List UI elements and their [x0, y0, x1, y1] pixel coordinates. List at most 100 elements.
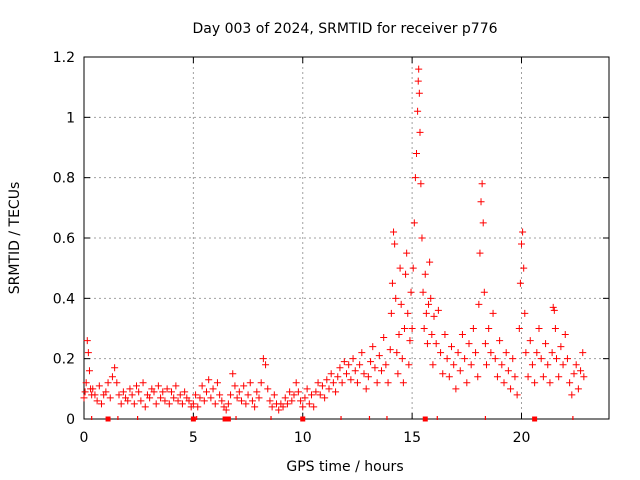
data-point: [551, 325, 559, 332]
data-point: [549, 303, 557, 311]
data-point: [238, 397, 245, 405]
data-point: [108, 373, 116, 381]
data-point: [418, 234, 426, 242]
data-point: [176, 391, 184, 399]
data-point: [491, 355, 499, 363]
data-point: [380, 334, 388, 342]
data-point: [526, 337, 534, 345]
data-point: [229, 370, 237, 378]
data-point: [351, 367, 359, 375]
data-point: [489, 309, 497, 317]
data-point: [420, 325, 428, 332]
data-point: [203, 388, 210, 396]
data-point: [398, 355, 406, 363]
data-point: [231, 382, 239, 390]
data-point: [566, 379, 574, 387]
data-point: [568, 391, 576, 399]
data-point: [192, 391, 200, 399]
data-point: [305, 400, 313, 408]
x-tick-label: 15: [403, 430, 421, 446]
data-point: [519, 228, 527, 236]
data-point: [572, 361, 580, 369]
data-point: [509, 355, 517, 363]
data-point: [113, 379, 121, 387]
data-point: [196, 394, 204, 402]
data-point: [475, 300, 483, 308]
data-point: [458, 331, 466, 339]
data-point: [579, 349, 587, 357]
data-point: [411, 174, 419, 182]
data-point: [340, 358, 348, 366]
data-point: [521, 309, 529, 317]
data-point: [402, 270, 410, 278]
axis-markers: [91, 416, 574, 422]
data-point: [561, 331, 569, 339]
data-point: [141, 403, 149, 411]
data-point: [546, 379, 554, 387]
x-axis-label: GPS time / hours: [286, 459, 403, 475]
data-point: [275, 406, 283, 414]
data-point: [251, 403, 259, 411]
data-point: [227, 391, 235, 399]
data-point: [426, 258, 434, 266]
data-point: [211, 400, 219, 408]
data-point: [362, 385, 370, 393]
data-point: [266, 397, 274, 405]
data-point: [318, 382, 326, 390]
data-points: [80, 65, 588, 414]
data-point: [181, 388, 189, 396]
data-point: [364, 373, 372, 381]
data-point: [270, 391, 278, 399]
data-point: [325, 385, 333, 393]
data-point: [281, 394, 289, 402]
data-point: [580, 373, 588, 381]
data-point: [391, 240, 399, 248]
data-point: [408, 325, 416, 332]
axis-marker-square: [225, 416, 231, 422]
data-point: [126, 385, 134, 393]
data-point: [205, 376, 213, 384]
data-point: [104, 379, 112, 387]
data-point: [542, 340, 550, 348]
data-point: [388, 279, 396, 287]
data-point: [443, 355, 451, 363]
data-point: [461, 355, 469, 363]
data-point: [360, 370, 368, 378]
data-point: [445, 373, 453, 381]
data-point: [93, 397, 101, 405]
data-point: [430, 312, 438, 320]
data-point: [539, 373, 547, 381]
data-point: [290, 391, 298, 399]
data-point: [487, 349, 495, 357]
data-point: [165, 400, 173, 408]
y-tick-label: 0: [66, 412, 75, 428]
data-point: [371, 364, 379, 372]
data-point: [95, 382, 103, 390]
data-point: [533, 349, 541, 357]
data-point: [358, 349, 366, 357]
data-point: [338, 379, 346, 387]
data-point: [150, 388, 158, 396]
data-point: [507, 385, 515, 393]
data-point: [548, 349, 556, 357]
data-point: [395, 331, 403, 339]
y-tick-label: 0.6: [53, 231, 75, 247]
axis-ticks: 0 0.2 0.4 0.6 0.8 1 1.2 0 5 10 15 20: [53, 50, 609, 446]
data-point: [467, 361, 475, 369]
data-point: [476, 249, 484, 257]
data-point: [185, 397, 193, 405]
axis-marker-square: [190, 416, 196, 422]
data-point: [133, 382, 140, 390]
data-point: [246, 379, 254, 387]
data-point: [439, 370, 447, 378]
data-point: [465, 340, 473, 348]
axis-marker-square: [222, 416, 228, 422]
data-point: [257, 379, 265, 387]
data-point: [479, 219, 487, 227]
data-point: [178, 400, 186, 408]
data-point: [513, 391, 521, 399]
data-point: [559, 361, 567, 369]
data-point: [553, 355, 560, 363]
data-point: [406, 337, 414, 345]
data-point: [310, 403, 318, 411]
